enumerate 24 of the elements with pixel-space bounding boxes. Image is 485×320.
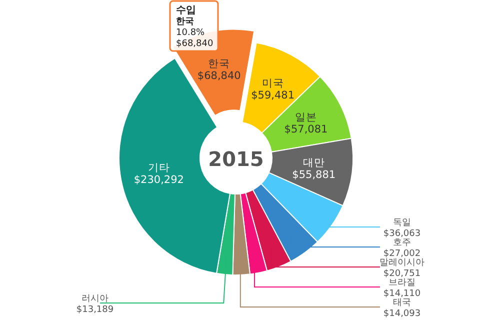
slice-label: 일본 — [295, 112, 318, 124]
slice-label: 러시아 — [82, 294, 108, 304]
data-label: $230,292 — [134, 174, 184, 186]
slice-label: 한국 — [208, 58, 230, 70]
tooltip: 수입 한국 10.8% $68,840 — [169, 0, 219, 52]
slice-label: 태국 — [393, 298, 411, 308]
slice-label: 미국 — [262, 78, 284, 90]
data-label: $59,481 — [251, 90, 295, 102]
data-label: $13,189 — [76, 305, 114, 315]
data-label: $27,002 — [383, 249, 421, 259]
data-label: $14,093 — [383, 309, 421, 319]
data-label: $57,081 — [284, 124, 328, 136]
slice-label: 호주 — [393, 238, 411, 248]
text: 2015 — [208, 147, 264, 171]
slice-label: 대만 — [302, 156, 325, 169]
slice-label: 기타 — [148, 162, 170, 174]
data-label: $36,063 — [383, 229, 421, 239]
data-label: $68,840 — [197, 70, 241, 82]
slice-label: 브라질 — [388, 278, 416, 288]
data-label: $55,881 — [292, 168, 336, 181]
data-label: $20,751 — [383, 269, 421, 279]
data-label: $14,110 — [383, 289, 421, 299]
slice-label: 독일 — [393, 218, 411, 228]
slice-label: 말레이시아 — [380, 258, 424, 268]
